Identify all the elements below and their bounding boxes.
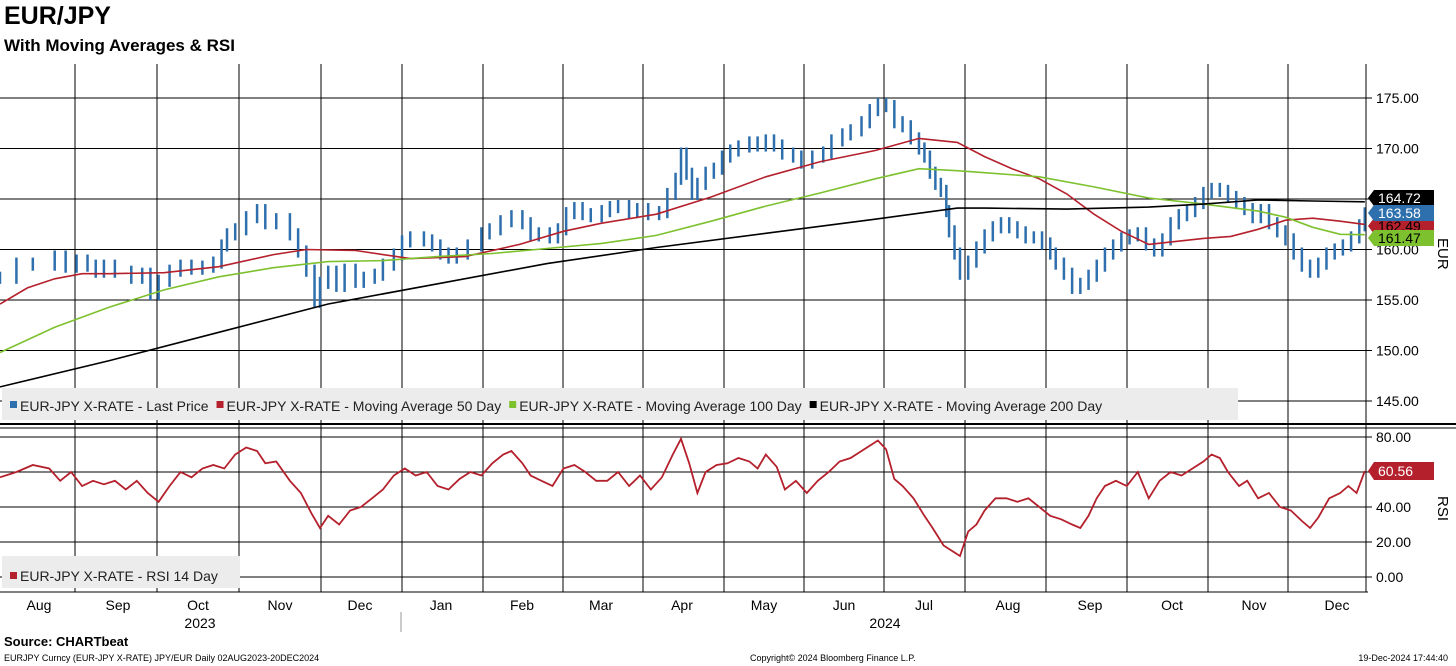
price-y-tick-label: 175.00 <box>1376 90 1419 106</box>
chart-subtitle: With Moving Averages & RSI <box>4 36 235 55</box>
ma-line-3 <box>0 199 1365 388</box>
legend-entry: EUR-JPY X-RATE - RSI 14 Day <box>20 568 218 584</box>
price-y-tick-label: 145.00 <box>1376 393 1419 409</box>
last-value-badge <box>1368 190 1434 206</box>
year-label-2024: 2024 <box>869 615 900 631</box>
legend-swatch <box>509 401 517 408</box>
price-panel <box>0 98 1367 388</box>
month-tick-label: Apr <box>671 597 693 613</box>
legend-swatch <box>809 401 817 408</box>
month-tick-label: Nov <box>268 597 293 613</box>
price-y-tick-label: 150.00 <box>1376 343 1419 359</box>
ma-line-2 <box>0 167 1365 354</box>
month-tick-label: Jun <box>833 597 856 613</box>
rsi-y-tick-label: 20.00 <box>1376 534 1411 550</box>
last-value-badge <box>1368 462 1434 481</box>
legend-entry: EUR-JPY X-RATE - Moving Average 200 Day <box>820 398 1102 414</box>
rsi-y-axis-label: RSI <box>1434 496 1451 521</box>
month-tick-label: May <box>751 597 777 613</box>
price-y-tick-label: 170.00 <box>1376 141 1419 157</box>
legend-swatch <box>10 401 17 408</box>
rsi-legend-bg <box>2 556 240 588</box>
last-value-badge <box>1368 230 1434 246</box>
month-tick-label: Feb <box>510 597 534 613</box>
footer-timestamp: 19-Dec-2024 17:44:40 <box>1358 653 1448 663</box>
legend-swatch <box>10 572 17 579</box>
year-label-2023: 2023 <box>184 615 215 631</box>
last-value-label: 163.58 <box>1378 205 1421 221</box>
legend-entry: EUR-JPY X-RATE - Moving Average 50 Day <box>227 398 502 414</box>
legend-entry: EUR-JPY X-RATE - Last Price <box>20 398 209 414</box>
last-value-label: 60.56 <box>1378 463 1413 479</box>
month-tick-label: Jan <box>430 597 453 613</box>
month-tick-label: Mar <box>589 597 613 613</box>
month-tick-label: Sep <box>1078 597 1103 613</box>
month-tick-label: Oct <box>187 597 209 613</box>
source-note: Source: CHARTbeat <box>4 634 129 649</box>
month-tick-label: Aug <box>996 597 1021 613</box>
month-tick-label: Aug <box>27 597 52 613</box>
rsi-line <box>0 436 1366 558</box>
month-tick-label: Dec <box>348 597 373 613</box>
last-value-badge <box>1368 205 1434 221</box>
last-value-label: 161.47 <box>1378 230 1421 246</box>
last-value-label: 164.72 <box>1378 190 1421 206</box>
month-tick-label: Sep <box>106 597 131 613</box>
footer-ticker-info: EURJPY Curncy (EUR-JPY X-RATE) JPY/EUR D… <box>4 653 320 663</box>
rsi-panel <box>0 436 1366 558</box>
chart-title: EUR/JPY <box>4 2 111 30</box>
month-tick-label: Jul <box>915 597 933 613</box>
price-legend-bg <box>2 388 1238 420</box>
ma-line-1 <box>0 137 1365 305</box>
rsi-y-tick-label: 40.00 <box>1376 499 1411 515</box>
legend-swatch <box>216 401 224 408</box>
month-tick-label: Dec <box>1325 597 1350 613</box>
grid-layer <box>0 64 1366 592</box>
month-tick-label: Nov <box>1242 597 1267 613</box>
rsi-y-tick-label: 80.00 <box>1376 429 1411 445</box>
footer-copyright: Copyright© 2024 Bloomberg Finance L.P. <box>750 653 916 663</box>
price-y-axis-label: EUR <box>1434 238 1451 270</box>
rsi-y-tick-label: 0.00 <box>1376 569 1403 585</box>
axis-layer: 175.00170.00165.00160.00155.00150.00145.… <box>0 64 1456 632</box>
price-y-tick-label: 155.00 <box>1376 292 1419 308</box>
month-tick-label: Oct <box>1161 597 1183 613</box>
legend-entry: EUR-JPY X-RATE - Moving Average 100 Day <box>519 398 801 414</box>
